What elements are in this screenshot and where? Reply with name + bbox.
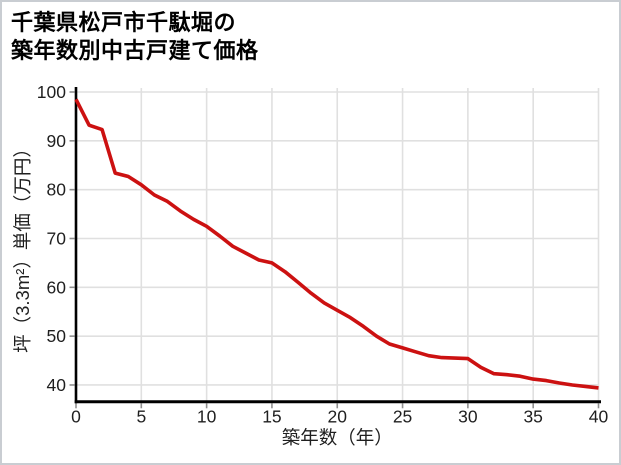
y-tick-label: 70	[47, 228, 67, 248]
x-axis-title: 築年数（年）	[282, 427, 393, 448]
x-tick-label: 0	[71, 406, 81, 426]
x-tick-label: 40	[589, 406, 609, 426]
x-tick-label: 25	[393, 406, 412, 426]
y-tick-label: 50	[47, 326, 67, 346]
x-tick-label: 10	[197, 406, 217, 426]
chart-title-line-2: 築年数別中古戸建て価格	[11, 38, 259, 63]
price-line	[74, 98, 599, 390]
chart-title: 千葉県松戸市千駄堀の 築年数別中古戸建て価格	[11, 9, 259, 65]
y-tick-label: 100	[37, 82, 66, 102]
y-tick-label: 90	[47, 131, 67, 151]
y-tick-label: 60	[47, 277, 67, 297]
x-tick-label: 5	[136, 406, 146, 426]
y-axis-title: 坪（3.3m²）単価（万円）	[12, 139, 33, 353]
x-tick-label: 35	[523, 406, 542, 426]
y-tick-label: 80	[47, 180, 67, 200]
x-tick-label: 20	[328, 406, 348, 426]
x-tick-label: 30	[458, 406, 478, 426]
chart-title-line-1: 千葉県松戸市千駄堀の	[11, 10, 237, 35]
x-tick-label: 15	[262, 406, 281, 426]
y-tick-label: 40	[47, 375, 67, 395]
